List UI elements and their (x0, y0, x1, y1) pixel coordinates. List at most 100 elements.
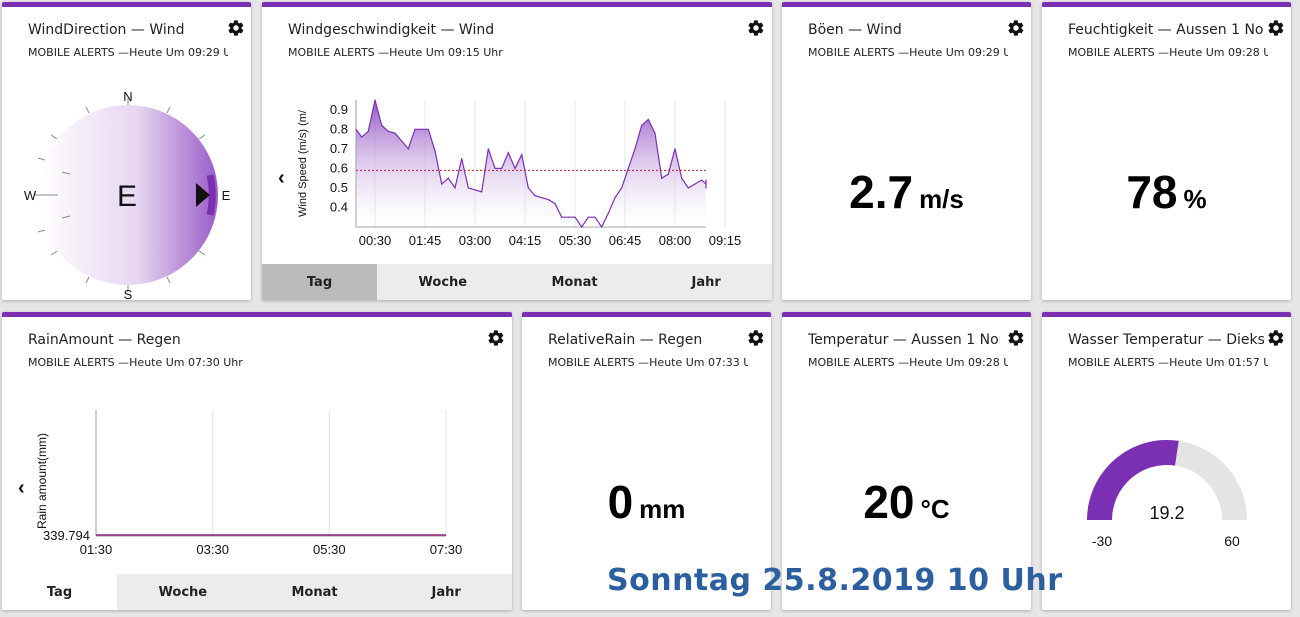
tab-jahr[interactable]: Jahr (640, 264, 772, 300)
card-subtitle: MOBILE ALERTS —Heute Um 01:57 U (1068, 356, 1268, 369)
wind-speed-point (581, 226, 583, 228)
humidity-unit: % (1183, 184, 1207, 214)
wind-speed-point (601, 226, 603, 228)
gauge-value: 19.2 (1149, 503, 1184, 523)
humidity-value-display: 78% (1042, 165, 1291, 219)
compass-west-label: W (24, 188, 37, 203)
y-tick-label: 0.4 (330, 199, 348, 214)
wind-speed-point (541, 197, 543, 199)
chart-back-chevron-icon[interactable]: ‹ (278, 167, 285, 189)
direction-pointer-icon (196, 183, 210, 207)
rain-amount-chart: Rain amount(mm) 01:30 03:30 05:30 07:30 339.… (35, 410, 462, 557)
tab-monat[interactable]: Monat (508, 264, 641, 300)
wind-speed-point (487, 148, 489, 150)
y-tick-label: 0.9 (330, 102, 348, 117)
rain-amount-tabs: Tag Woche Monat Jahr (2, 574, 512, 610)
x-tick-label: 09:15 (709, 233, 742, 248)
card-title: RelativeRain — Regen (548, 332, 703, 348)
water-temperature-card: Wasser Temperatur — Dieksee... MOBILE AL… (1042, 312, 1291, 610)
x-tick-label: 00:30 (359, 233, 392, 248)
card-title: Böen — Wind (808, 22, 902, 38)
wind-speed-point (705, 187, 707, 189)
gear-icon[interactable] (747, 19, 765, 37)
y-tick-label: 0.6 (330, 160, 348, 175)
wind-speed-point (705, 183, 707, 185)
wind-direction-card: WindDirection — Wind MOBILE ALERTS —Heut… (2, 2, 251, 300)
wind-speed-point (547, 199, 549, 201)
tab-monat[interactable]: Monat (248, 574, 381, 610)
tab-jahr[interactable]: Jahr (380, 574, 512, 610)
wind-speed-point (494, 167, 496, 169)
wind-speed-point (614, 197, 616, 199)
x-tick-label: 05:30 (559, 233, 592, 248)
relative-rain-value-display: 0 mm (522, 475, 771, 529)
wind-speed-point (674, 148, 676, 150)
gear-icon[interactable] (1007, 19, 1025, 37)
gear-icon[interactable] (1007, 329, 1025, 347)
wind-speed-point (534, 195, 536, 197)
card-subtitle: MOBILE ALERTS —Heute Um 07:33 U (548, 356, 748, 369)
temperature-unit: °C (920, 494, 950, 524)
wind-speed-point (394, 132, 396, 134)
chart-back-chevron-icon[interactable]: ‹ (18, 477, 25, 499)
wind-speed-point (554, 202, 556, 205)
gear-icon[interactable] (227, 19, 245, 37)
wind-speed-point (654, 132, 656, 134)
wind-speed-point (521, 154, 523, 156)
card-subtitle: MOBILE ALERTS —Heute Um 09:28 U (808, 356, 1008, 369)
compass-south-label: S (124, 287, 133, 300)
gear-icon[interactable] (487, 329, 505, 347)
wind-speed-point (454, 187, 456, 189)
wind-speed-point (587, 216, 589, 218)
tab-woche[interactable]: Woche (117, 574, 249, 610)
wind-speed-point (467, 187, 469, 189)
gust-value-display: 2.7 m/s (782, 165, 1031, 219)
gauge-min-label: -30 (1092, 533, 1112, 549)
chart-y-axis-label: Rain amount(mm) (35, 433, 49, 529)
card-title: Temperatur — Aussen 1 Nord... (808, 332, 1000, 348)
gusts-card: Böen — Wind MOBILE ALERTS —Heute Um 09:2… (782, 2, 1031, 300)
wind-speed-point (661, 177, 663, 179)
wind-speed-point (687, 187, 689, 189)
card-subtitle: MOBILE ALERTS —Heute Um 09:29 U (808, 46, 1008, 59)
wind-speed-point (574, 216, 576, 218)
card-subtitle: MOBILE ALERTS —Heute Um 09:15 Uhr (288, 46, 503, 59)
wind-speed-point (367, 130, 369, 132)
wind-speed-point (434, 150, 436, 152)
compass-gauge: N S W E E (24, 89, 231, 300)
y-tick-label: 0.7 (330, 141, 348, 156)
wind-speed-point (474, 189, 476, 191)
wind-speed-point (701, 179, 703, 181)
wind-speed-point (414, 128, 416, 130)
card-title: Feuchtigkeit — Aussen 1 Nord... (1068, 22, 1264, 38)
card-title: Windgeschwindigkeit — Wind (288, 22, 495, 38)
wind-speed-point (481, 191, 483, 193)
wind-speed-point (441, 183, 443, 185)
wind-speed-tabs: Tag Woche Monat Jahr (262, 264, 772, 300)
wind-speed-point (381, 124, 383, 126)
x-tick-label: 04:15 (509, 233, 542, 248)
wind-speed-area (356, 100, 706, 227)
wind-speed-point (461, 158, 463, 160)
gear-icon[interactable] (1267, 329, 1285, 347)
wind-speed-point (647, 118, 649, 121)
relative-rain-card: RelativeRain — Regen MOBILE ALERTS —Heut… (522, 312, 771, 610)
wind-speed-point (401, 140, 403, 142)
card-title: Wasser Temperatur — Dieksee... (1068, 332, 1264, 348)
card-subtitle: MOBILE ALERTS —Heute Um 07:30 Uhr (28, 356, 243, 369)
tab-tag[interactable]: Tag (2, 574, 117, 610)
wind-speed-point (621, 187, 623, 189)
y-tick-label: 0.5 (330, 180, 348, 195)
gauge-fill (1087, 440, 1179, 520)
card-subtitle: MOBILE ALERTS —Heute Um 09:29 U (28, 46, 228, 59)
gauge-max-label: 60 (1224, 533, 1240, 549)
compass-dial (38, 105, 218, 285)
tab-tag[interactable]: Tag (262, 264, 377, 300)
gear-icon[interactable] (1267, 19, 1285, 37)
wind-speed-point (694, 183, 696, 185)
tab-woche[interactable]: Woche (377, 264, 509, 300)
wind-speed-point (355, 128, 357, 130)
wind-speed-point (387, 130, 389, 132)
y-tick-label: 339.794 (43, 528, 90, 543)
gear-icon[interactable] (747, 329, 765, 347)
